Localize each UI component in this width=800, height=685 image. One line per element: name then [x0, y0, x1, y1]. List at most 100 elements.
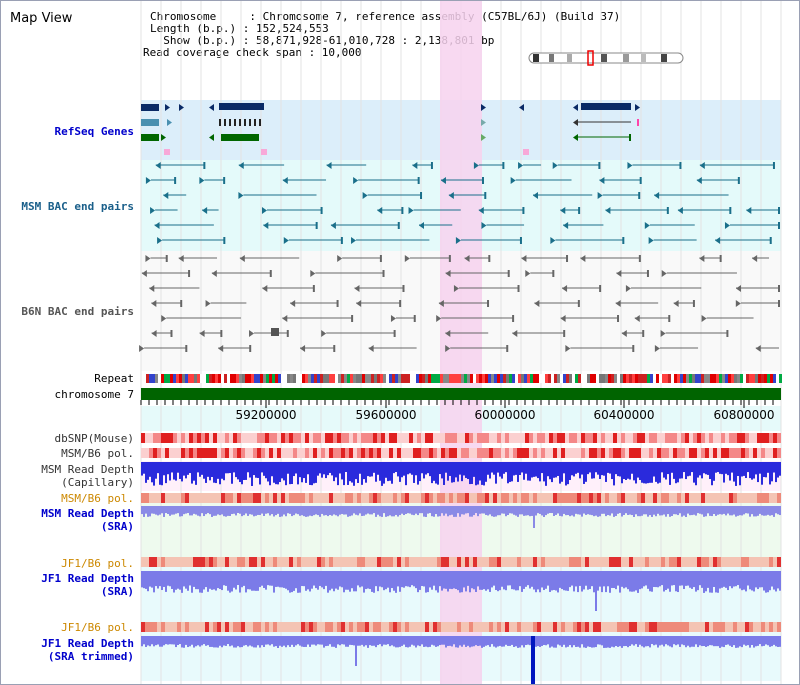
polymorphism-cell [509, 622, 513, 632]
read-depth-bar [621, 571, 623, 587]
read-depth-bar [157, 462, 159, 474]
read-depth-bar [441, 506, 443, 514]
polymorphism-cell [621, 557, 625, 567]
read-depth-bar [687, 506, 689, 514]
polymorphism-cell [545, 557, 549, 567]
read-depth-bar [219, 462, 221, 485]
track-label-msm-b6-pol-2[interactable]: MSM/B6 pol. [61, 492, 134, 505]
repeat-block [608, 374, 611, 383]
read-depth-bar [753, 636, 755, 648]
repeat-block [323, 374, 326, 383]
read-depth-bar [745, 506, 747, 514]
polymorphism-cell [777, 448, 781, 458]
track-label-msm-depth-capillary[interactable]: MSM Read Depth [41, 463, 134, 476]
read-depth-bar [311, 506, 313, 517]
repeat-block [224, 374, 227, 383]
repeat-block [251, 374, 254, 383]
track-label-b6n-bac[interactable]: B6N BAC end pairs [21, 305, 134, 318]
read-depth-bar [483, 506, 485, 514]
polymorphism-cell [661, 493, 665, 503]
read-depth-bar [603, 636, 605, 648]
msm-bac-end [522, 207, 525, 214]
read-depth-bar [739, 636, 741, 647]
read-depth-bar [407, 571, 409, 587]
read-depth-bar [765, 636, 767, 645]
repeat-block [674, 374, 677, 383]
polymorphism-cell [181, 433, 185, 443]
polymorphism-cell [445, 493, 449, 503]
read-depth-bar [343, 571, 345, 593]
strand-arrow [735, 300, 741, 307]
b6n-bac-end [269, 270, 272, 277]
strand-arrow [282, 315, 288, 322]
msm-bac-end [639, 177, 642, 184]
repeat-block [593, 374, 596, 383]
read-depth-bar [409, 506, 411, 514]
read-depth-bar [441, 571, 443, 591]
read-depth-bar [729, 462, 731, 481]
read-depth-bar [561, 636, 563, 647]
read-depth-bar [559, 571, 561, 588]
polymorphism-cell [589, 433, 593, 443]
b6n-bac-end [249, 345, 252, 352]
read-depth-bar [589, 506, 591, 515]
polymorphism-cell [361, 557, 365, 567]
read-depth-bar [431, 636, 433, 645]
polymorphism-cell [165, 448, 169, 458]
read-depth-bar [749, 462, 751, 479]
read-depth-bar [157, 636, 159, 645]
track-label-refseq-genes[interactable]: RefSeq Genes [54, 125, 134, 138]
polymorphism-cell [689, 622, 693, 632]
polymorphism-cell [241, 622, 245, 632]
read-depth-bar [439, 636, 441, 646]
repeat-block [662, 374, 665, 383]
polymorphism-cell [493, 493, 497, 503]
track-label-jf1-b6-pol-1[interactable]: JF1/B6 pol. [61, 557, 134, 570]
polymorphism-cell [757, 493, 761, 503]
repeat-block [632, 374, 635, 383]
read-depth-bar [661, 636, 663, 645]
read-depth-bar [359, 462, 361, 474]
strand-arrow [283, 237, 289, 244]
read-depth-bar [253, 462, 255, 476]
polymorphism-cell [689, 493, 693, 503]
read-depth-bar [537, 462, 539, 479]
polymorphism-cell [677, 622, 681, 632]
read-depth-bar [251, 506, 253, 515]
repeat-block [392, 374, 395, 383]
strand-arrow [321, 330, 327, 337]
read-depth-bar [237, 636, 239, 647]
repeat-block [362, 374, 365, 383]
read-depth-bar [715, 462, 717, 473]
read-depth-bar [523, 571, 525, 589]
read-depth-bar [485, 636, 487, 646]
polymorphism-cell [605, 448, 609, 458]
polymorphism-cell [481, 557, 485, 567]
read-depth-bar [309, 636, 311, 647]
polymorphism-cell [229, 557, 233, 567]
track-label-jf1-depth-trimmed[interactable]: JF1 Read Depth [41, 637, 134, 650]
b6n-bac-end [566, 255, 569, 262]
read-depth-bar [287, 571, 289, 591]
polymorphism-cell [525, 622, 529, 632]
repeat-block [197, 374, 200, 383]
track-label-msm-bac[interactable]: MSM BAC end pairs [21, 200, 134, 213]
track-label-jf1-b6-pol-2[interactable]: JF1/B6 pol. [61, 621, 134, 634]
polymorphism-cell [569, 433, 573, 443]
read-depth-bar [703, 636, 705, 647]
track-label-jf1-depth-sra[interactable]: JF1 Read Depth [41, 572, 134, 585]
strand-arrow [453, 285, 459, 292]
track-label-msm-b6-pol-1[interactable]: MSM/B6 pol. [61, 447, 134, 460]
track-label-msm-depth-sra[interactable]: MSM Read Depth [41, 507, 134, 520]
read-depth-bar [749, 506, 751, 517]
read-depth-bar [383, 636, 385, 645]
read-depth-bar [415, 506, 417, 514]
b6n-bac-end [552, 270, 555, 277]
read-depth-bar [429, 571, 431, 588]
track-label-dbsnp[interactable]: dbSNP(Mouse) [54, 432, 134, 445]
polymorphism-cell [701, 493, 705, 503]
read-depth-bar [731, 571, 733, 589]
read-depth-bar [383, 506, 385, 514]
read-depth-bar [289, 462, 291, 485]
